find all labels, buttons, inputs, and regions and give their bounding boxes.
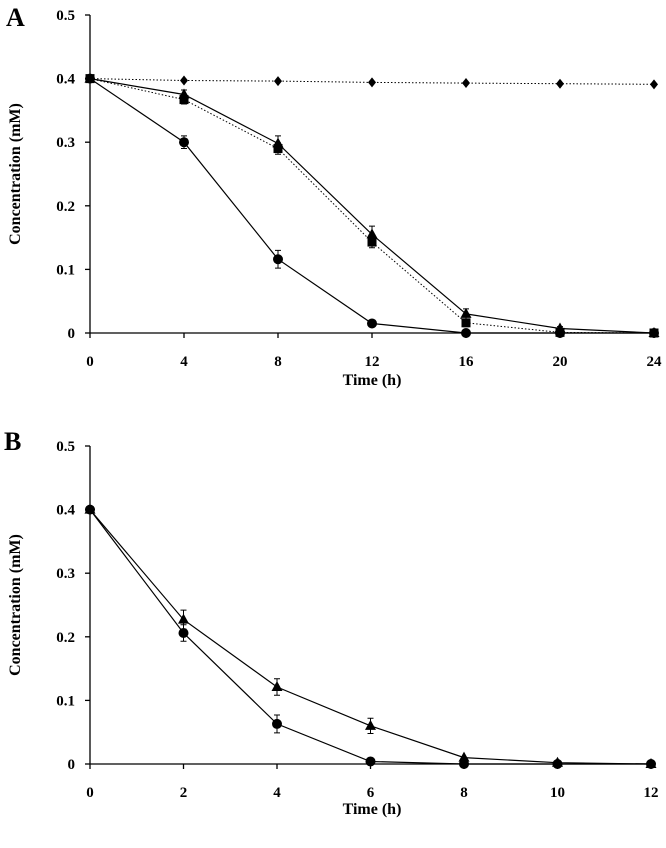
panel-b-x-tick-label: 2 bbox=[180, 785, 188, 801]
panel-b-y-tick-label: 0 bbox=[68, 757, 76, 773]
panel-b-label: B bbox=[4, 427, 21, 456]
panel-b: B 0 0.1 0.2 0.3 0.4 0.5 0 2 4 6 8 10 12 Time (h) Co… bbox=[4, 427, 659, 818]
panel-b-series-triangle-point bbox=[458, 751, 470, 762]
panel-b-series-circle-point bbox=[459, 759, 469, 769]
panel-b-y-tick-label: 0.4 bbox=[56, 503, 75, 519]
panel-b-y-axis-title: Concentration (mM) bbox=[7, 534, 24, 676]
panel-b-y-tick-label: 0.5 bbox=[56, 439, 75, 455]
panel-b-x-tick-label: 12 bbox=[644, 785, 659, 801]
panel-a-x-tick-label: 4 bbox=[180, 354, 188, 370]
panel-b-x-tick-label: 10 bbox=[550, 785, 565, 801]
panel-a-series-circle-point bbox=[85, 73, 95, 84]
panel-a-x-tick-label: 16 bbox=[459, 354, 475, 370]
panel-a-x-tick-label: 20 bbox=[553, 354, 568, 370]
panel-b-series-circle-point bbox=[552, 759, 563, 769]
panel-a-series-diamond-point bbox=[556, 78, 564, 89]
panel-a-series-circle-point bbox=[367, 318, 377, 329]
panel-a-series-triangle-line bbox=[89, 78, 655, 334]
panel-b-y-tick-label: 0.3 bbox=[56, 566, 75, 582]
panel-a-series-circle-line bbox=[89, 78, 654, 334]
panel-a-series-triangle-point bbox=[272, 137, 284, 148]
panel-b-series-circle-point bbox=[646, 759, 656, 769]
panel-a-series-diamond-point bbox=[368, 77, 376, 88]
panel-b-series-triangle-point bbox=[365, 719, 376, 730]
panel-a-y-tick-label: 0.1 bbox=[56, 262, 75, 278]
panel-a-x-axis-title: Time (h) bbox=[343, 372, 402, 389]
panel-b-x-tick-label: 0 bbox=[86, 785, 94, 801]
panel-a-series-diamond-point bbox=[180, 75, 188, 86]
panel-a-series-square-point bbox=[273, 144, 283, 154]
panel-a-series-circle-point bbox=[179, 137, 189, 148]
panel-a-series-triangle-point bbox=[366, 228, 378, 239]
panel-a-series-circle-point bbox=[273, 254, 283, 265]
panel-b-series-circle-point bbox=[365, 756, 376, 767]
panel-b-y-tick-label: 0.1 bbox=[56, 693, 75, 709]
panel-a-series-diamond-point bbox=[274, 76, 282, 87]
panel-a-series-circle-point bbox=[649, 328, 659, 338]
panel-a: A 00.10.20.30.40.5 0 4 8 12 16 20 24 Time (h) … bbox=[6, 3, 662, 389]
panel-a-series-diamond-point bbox=[650, 79, 658, 90]
panel-a-y-tick-label: 0.5 bbox=[56, 8, 75, 24]
panel-a-x-tick-label: 24 bbox=[647, 354, 663, 370]
panel-a-series-circle-point bbox=[555, 328, 565, 338]
panel-b-x-tick-label: 4 bbox=[273, 785, 281, 801]
panel-b-x-tick-label: 8 bbox=[460, 785, 468, 801]
panel-b-y-tick-label: 0.2 bbox=[56, 630, 75, 646]
panel-b-series-triangle-point bbox=[178, 613, 189, 624]
panel-b-series-circle-point bbox=[178, 627, 189, 638]
panel-a-series-triangle-point bbox=[178, 88, 190, 99]
panel-a-series-triangle-point bbox=[460, 307, 472, 318]
panel-a-y-tick-label: 0.3 bbox=[56, 135, 75, 151]
panel-b-x-tick-label: 6 bbox=[367, 785, 375, 801]
panel-a-x-tick-label: 0 bbox=[86, 354, 94, 370]
panel-a-series-diamond-point bbox=[462, 78, 470, 89]
panel-a-series-square-line bbox=[89, 78, 655, 334]
panel-a-y-tick-label: 0.2 bbox=[56, 199, 75, 215]
panel-b-series-triangle-point bbox=[271, 681, 283, 692]
panel-a-y-tick-label: 0.4 bbox=[56, 72, 75, 88]
panel-b-series-circle-point bbox=[85, 504, 95, 515]
panel-a-x-tick-label: 8 bbox=[274, 354, 282, 370]
panel-a-series-square-point bbox=[461, 318, 471, 328]
panel-a-y-tick-label: 0 bbox=[68, 326, 76, 342]
panel-a-series-square-point bbox=[179, 95, 189, 105]
panel-a-series-square-point bbox=[367, 237, 377, 247]
panel-a-y-axis-title: Concentration (mM) bbox=[7, 103, 24, 245]
panel-b-x-axis-title: Time (h) bbox=[343, 801, 402, 818]
panel-a-series-circle-point bbox=[461, 328, 471, 338]
panel-a-x-tick-label: 12 bbox=[365, 354, 380, 370]
panel-a-label: A bbox=[6, 3, 25, 32]
panel-b-series-circle-point bbox=[272, 718, 282, 729]
